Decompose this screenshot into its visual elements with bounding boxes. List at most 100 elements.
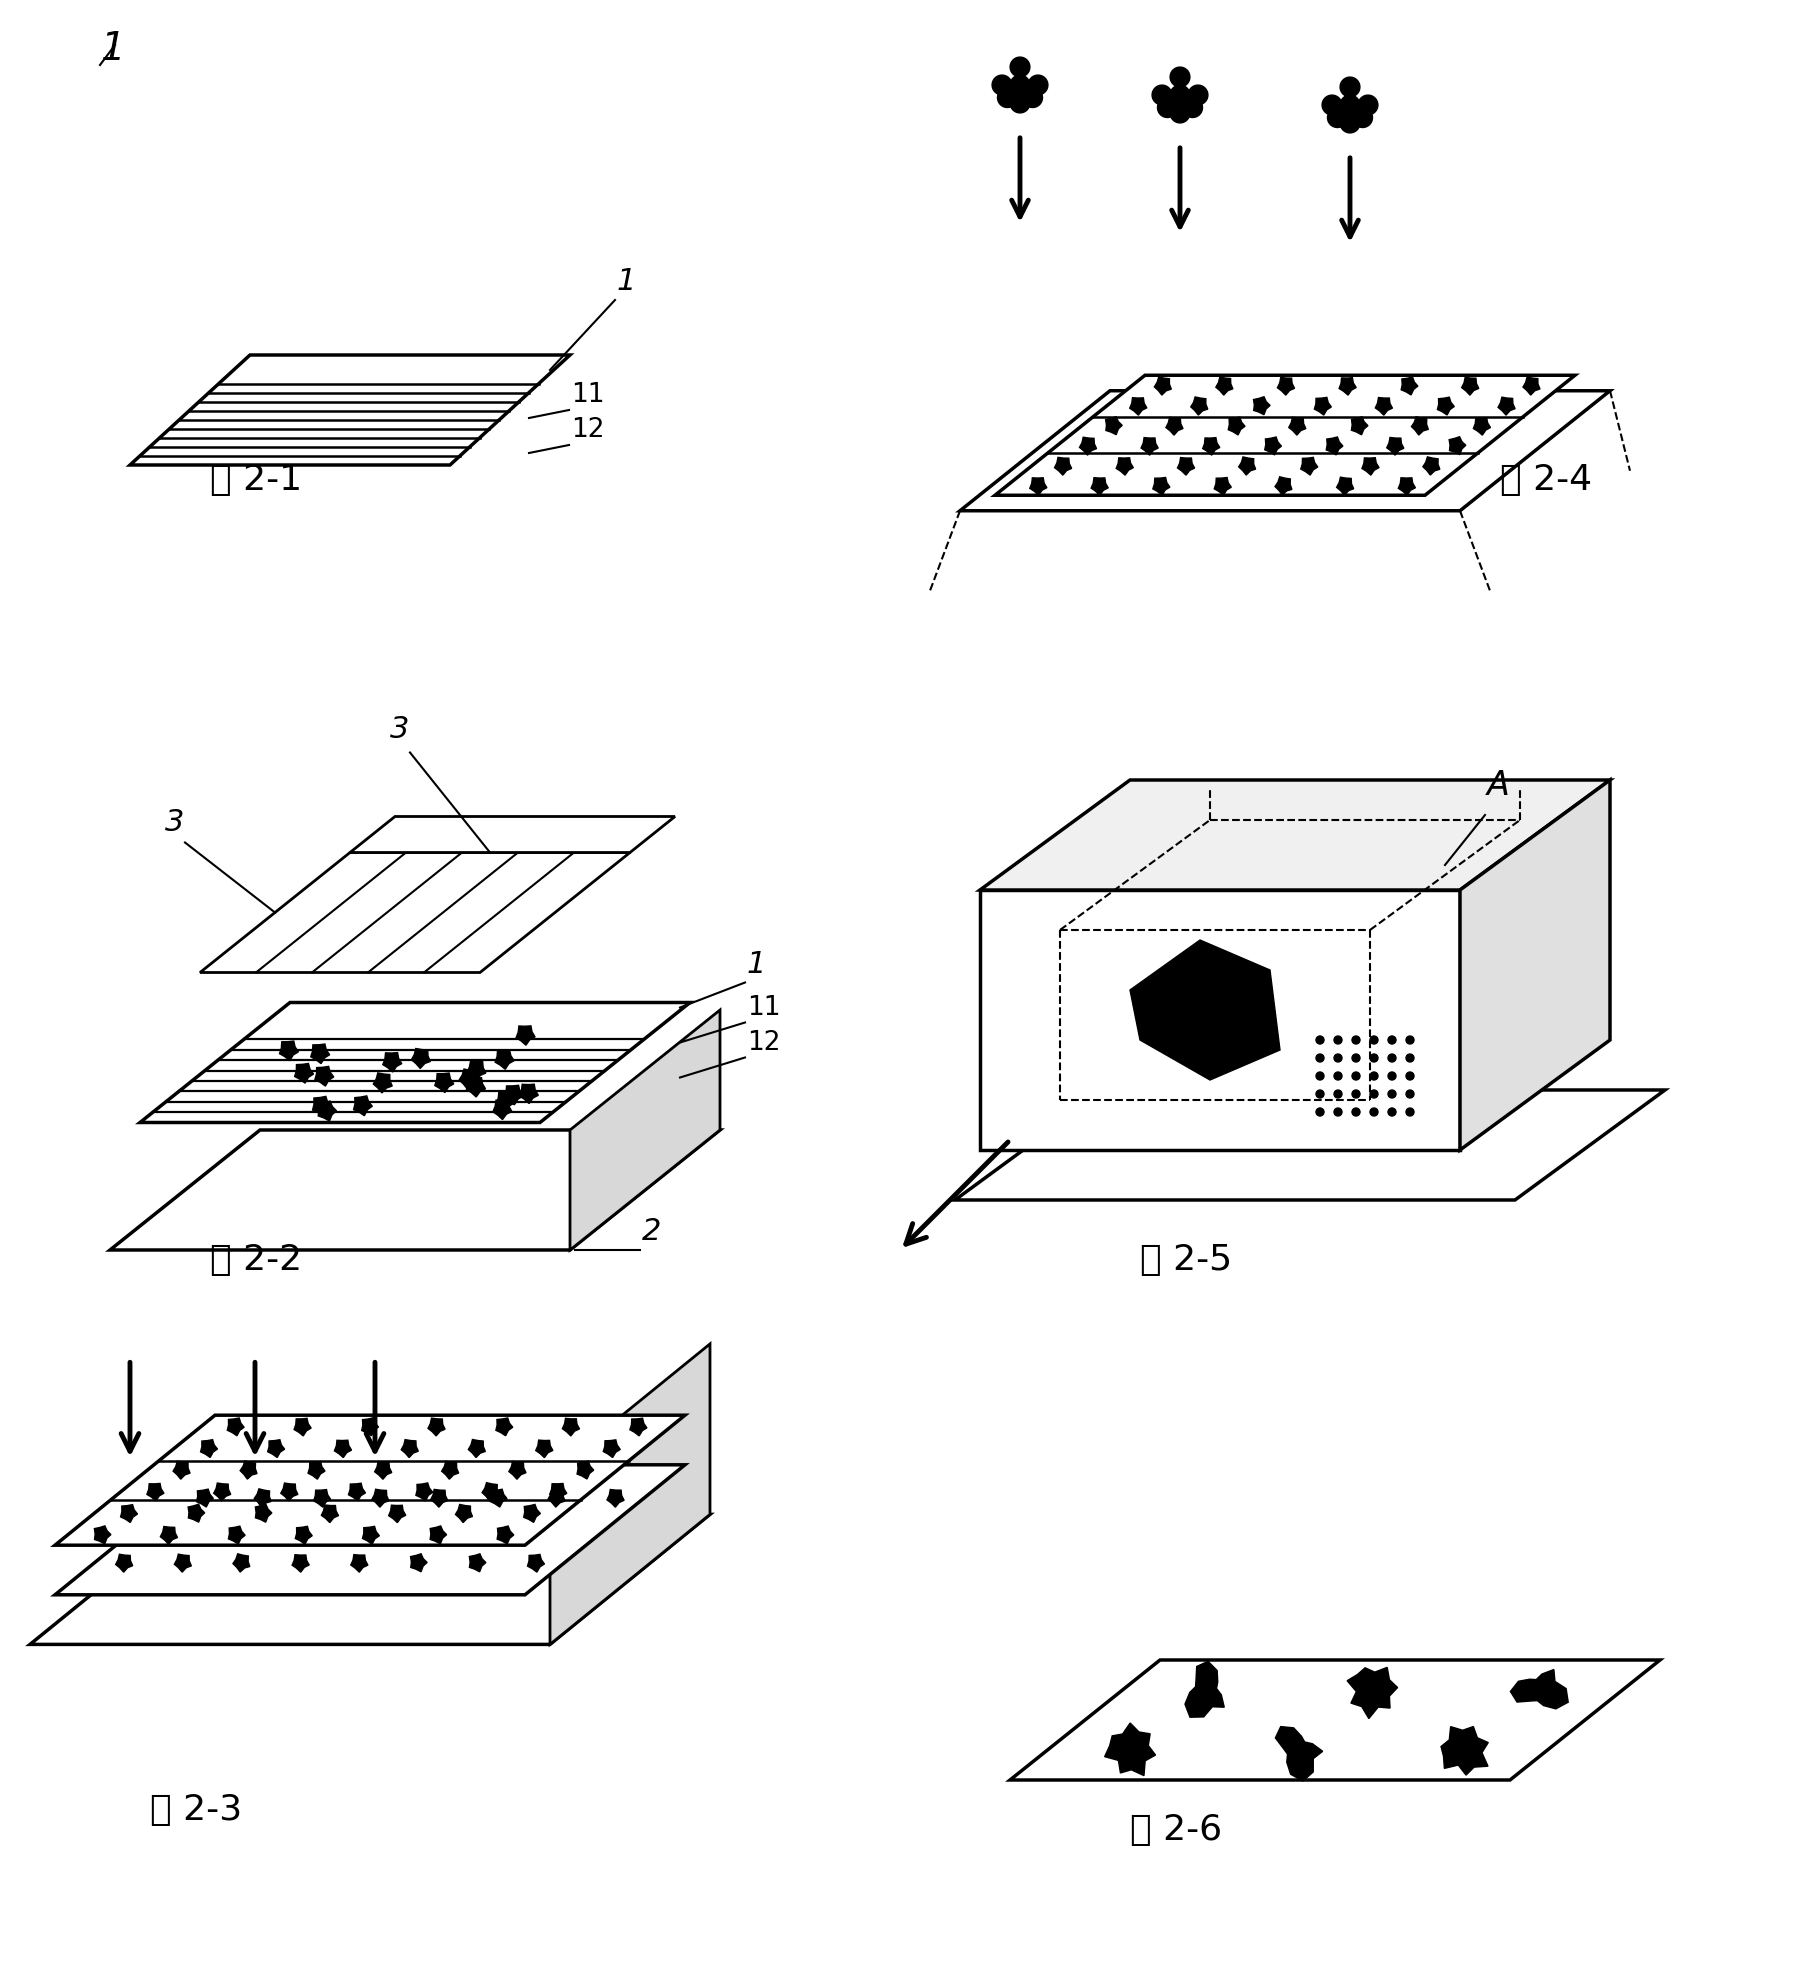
Polygon shape (373, 1073, 393, 1093)
Polygon shape (1387, 437, 1405, 454)
Polygon shape (497, 1091, 515, 1111)
Circle shape (1335, 1091, 1342, 1099)
Circle shape (1389, 1109, 1396, 1116)
Circle shape (1152, 85, 1171, 105)
Polygon shape (334, 1441, 352, 1458)
Polygon shape (1288, 417, 1306, 435)
Polygon shape (172, 1460, 190, 1480)
Circle shape (1335, 1035, 1342, 1043)
Circle shape (1157, 97, 1177, 117)
Polygon shape (493, 1101, 511, 1120)
Polygon shape (429, 1419, 445, 1437)
Text: 图 2-6: 图 2-6 (1130, 1814, 1222, 1848)
Circle shape (1010, 75, 1030, 95)
Polygon shape (1511, 1670, 1568, 1709)
Polygon shape (213, 1484, 231, 1502)
Polygon shape (1462, 377, 1478, 395)
Polygon shape (1351, 417, 1367, 435)
Polygon shape (960, 391, 1609, 510)
Polygon shape (441, 1460, 459, 1480)
Polygon shape (294, 1063, 314, 1083)
Text: 12: 12 (746, 1029, 780, 1055)
Polygon shape (1450, 437, 1466, 454)
Polygon shape (1401, 377, 1417, 395)
Text: 11: 11 (746, 994, 780, 1020)
Circle shape (1353, 109, 1372, 128)
Polygon shape (411, 1049, 431, 1069)
Circle shape (1023, 87, 1042, 107)
Polygon shape (160, 1527, 178, 1545)
Polygon shape (56, 1415, 685, 1545)
Circle shape (1340, 95, 1360, 115)
Polygon shape (353, 1097, 373, 1116)
Polygon shape (267, 1441, 285, 1458)
Circle shape (1371, 1053, 1378, 1061)
Polygon shape (630, 1419, 648, 1437)
Text: 图 2-3: 图 2-3 (151, 1792, 242, 1828)
Text: 图 2-4: 图 2-4 (1500, 462, 1591, 498)
Text: 12: 12 (570, 417, 605, 443)
Text: 图 2-2: 图 2-2 (210, 1243, 301, 1276)
Polygon shape (1473, 417, 1491, 435)
Polygon shape (1277, 377, 1295, 395)
Polygon shape (1191, 397, 1207, 415)
Polygon shape (411, 1553, 427, 1571)
Polygon shape (321, 1506, 339, 1523)
Polygon shape (1130, 397, 1146, 415)
Polygon shape (1376, 397, 1392, 415)
Text: 1: 1 (100, 30, 126, 67)
Polygon shape (562, 1419, 579, 1437)
Circle shape (1188, 85, 1207, 105)
Polygon shape (129, 356, 570, 464)
Circle shape (1353, 1109, 1360, 1116)
Polygon shape (197, 1490, 213, 1508)
Text: 图 2-1: 图 2-1 (210, 462, 301, 498)
Polygon shape (292, 1555, 309, 1573)
Polygon shape (1315, 397, 1331, 415)
Text: 1: 1 (746, 950, 766, 978)
Polygon shape (490, 1490, 508, 1508)
Text: 2: 2 (642, 1217, 662, 1247)
Polygon shape (495, 1049, 515, 1069)
Polygon shape (1498, 397, 1516, 415)
Polygon shape (1437, 397, 1455, 415)
Polygon shape (1202, 437, 1220, 454)
Polygon shape (1301, 456, 1319, 474)
Polygon shape (549, 1484, 567, 1502)
Polygon shape (434, 1073, 454, 1093)
Circle shape (1335, 1073, 1342, 1081)
Polygon shape (603, 1441, 621, 1458)
Polygon shape (312, 1097, 332, 1116)
Polygon shape (1010, 1660, 1659, 1780)
Polygon shape (233, 1553, 249, 1573)
Polygon shape (466, 1077, 486, 1097)
Circle shape (1406, 1073, 1414, 1081)
Polygon shape (1441, 1727, 1489, 1774)
Circle shape (1353, 1035, 1360, 1043)
Polygon shape (1141, 437, 1159, 454)
Polygon shape (228, 1419, 244, 1437)
Polygon shape (1398, 478, 1415, 496)
Polygon shape (389, 1506, 405, 1523)
Circle shape (1317, 1091, 1324, 1099)
Circle shape (1340, 113, 1360, 132)
Polygon shape (524, 1504, 540, 1522)
Circle shape (1406, 1091, 1414, 1099)
Circle shape (1371, 1109, 1378, 1116)
Polygon shape (518, 1085, 538, 1103)
Circle shape (1371, 1073, 1378, 1081)
Circle shape (1010, 57, 1030, 77)
Circle shape (1170, 103, 1189, 123)
Polygon shape (456, 1504, 472, 1523)
Polygon shape (1326, 437, 1344, 454)
Polygon shape (1347, 1668, 1398, 1719)
Circle shape (1182, 97, 1202, 117)
Polygon shape (362, 1525, 379, 1543)
Polygon shape (1116, 458, 1134, 474)
Polygon shape (296, 1525, 312, 1543)
Circle shape (1340, 77, 1360, 97)
Polygon shape (362, 1419, 379, 1437)
Circle shape (1317, 1073, 1324, 1081)
Polygon shape (1460, 781, 1609, 1150)
Circle shape (1389, 1073, 1396, 1081)
